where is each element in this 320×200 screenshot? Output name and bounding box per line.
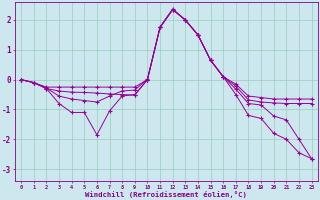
X-axis label: Windchill (Refroidissement éolien,°C): Windchill (Refroidissement éolien,°C) xyxy=(85,191,247,198)
